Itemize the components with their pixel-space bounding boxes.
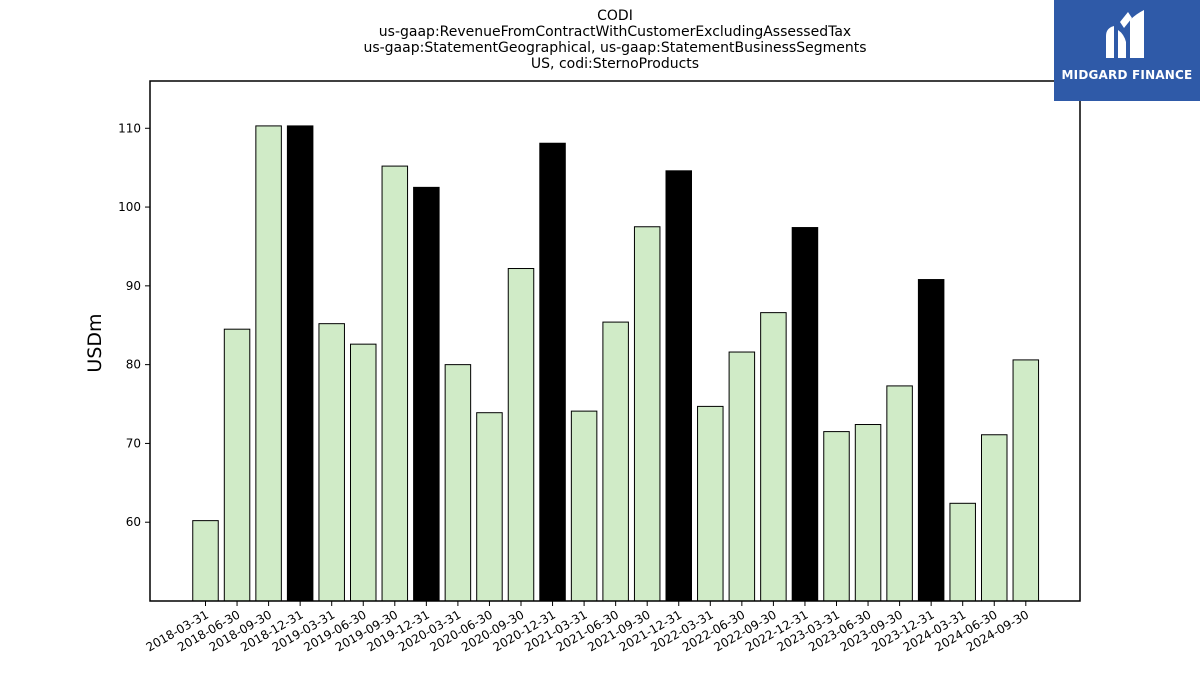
bar-2023-09-30	[886, 385, 913, 602]
bar-2024-09-30	[1012, 359, 1040, 602]
midgard-logo-icon	[1106, 10, 1144, 58]
bar-2021-09-30	[633, 226, 661, 602]
bar-2018-06-30	[223, 328, 251, 602]
chart-title-line: CODI	[597, 8, 633, 24]
bar-2018-03-31	[192, 520, 219, 602]
bar-2020-12-31	[539, 142, 566, 602]
x-axis: 2018-03-312018-06-302018-09-302018-12-31…	[144, 601, 1031, 654]
bar-2021-06-30	[602, 321, 629, 602]
plot-frame	[149, 80, 1081, 602]
y-tick-label: 80	[126, 358, 141, 372]
bar-2020-09-30	[507, 268, 535, 602]
bar-2018-12-31	[286, 125, 314, 602]
y-tick-label: 100	[118, 200, 141, 214]
bar-2020-03-31	[444, 364, 472, 602]
bar-2023-06-30	[854, 424, 882, 602]
bar-2022-06-30	[728, 351, 756, 602]
y-axis: 60 70 80 90 100 110	[118, 121, 150, 529]
bar-2021-12-31	[665, 170, 692, 602]
chart-title-line: US, codi:SternoProducts	[531, 56, 699, 72]
bar-2019-03-31	[318, 323, 345, 602]
y-tick-label: 60	[126, 515, 141, 529]
chart-title-line: us-gaap:StatementGeographical, us-gaap:S…	[363, 40, 866, 56]
bar-2020-06-30	[476, 412, 503, 602]
bar-2022-03-31	[697, 405, 724, 602]
bars-group	[192, 125, 1040, 602]
bar-2022-12-31	[791, 227, 819, 602]
bar-2018-09-30	[255, 125, 282, 602]
y-tick-label: 110	[118, 121, 141, 135]
bar-2019-09-30	[381, 165, 409, 602]
bar-2019-06-30	[350, 343, 377, 602]
chart-title-line: us-gaap:RevenueFromContractWithCustomerE…	[379, 24, 851, 40]
bar-2022-09-30	[760, 312, 787, 602]
bar-2019-12-31	[413, 186, 440, 602]
bar-2023-03-31	[823, 431, 850, 602]
y-tick-label: 70	[126, 436, 141, 450]
bar-2024-06-30	[981, 434, 1008, 602]
y-axis-label: USDm	[84, 313, 106, 372]
bar-2023-12-31	[917, 279, 945, 602]
bar-2024-03-31	[949, 502, 976, 602]
brand-logo: MIDGARD FINANCE	[1054, 0, 1200, 101]
bar-2021-03-31	[570, 410, 598, 602]
y-tick-label: 90	[126, 279, 141, 293]
logo-text: MIDGARD FINANCE	[1061, 68, 1193, 82]
chart-title: CODIus-gaap:RevenueFromContractWithCusto…	[363, 8, 866, 72]
